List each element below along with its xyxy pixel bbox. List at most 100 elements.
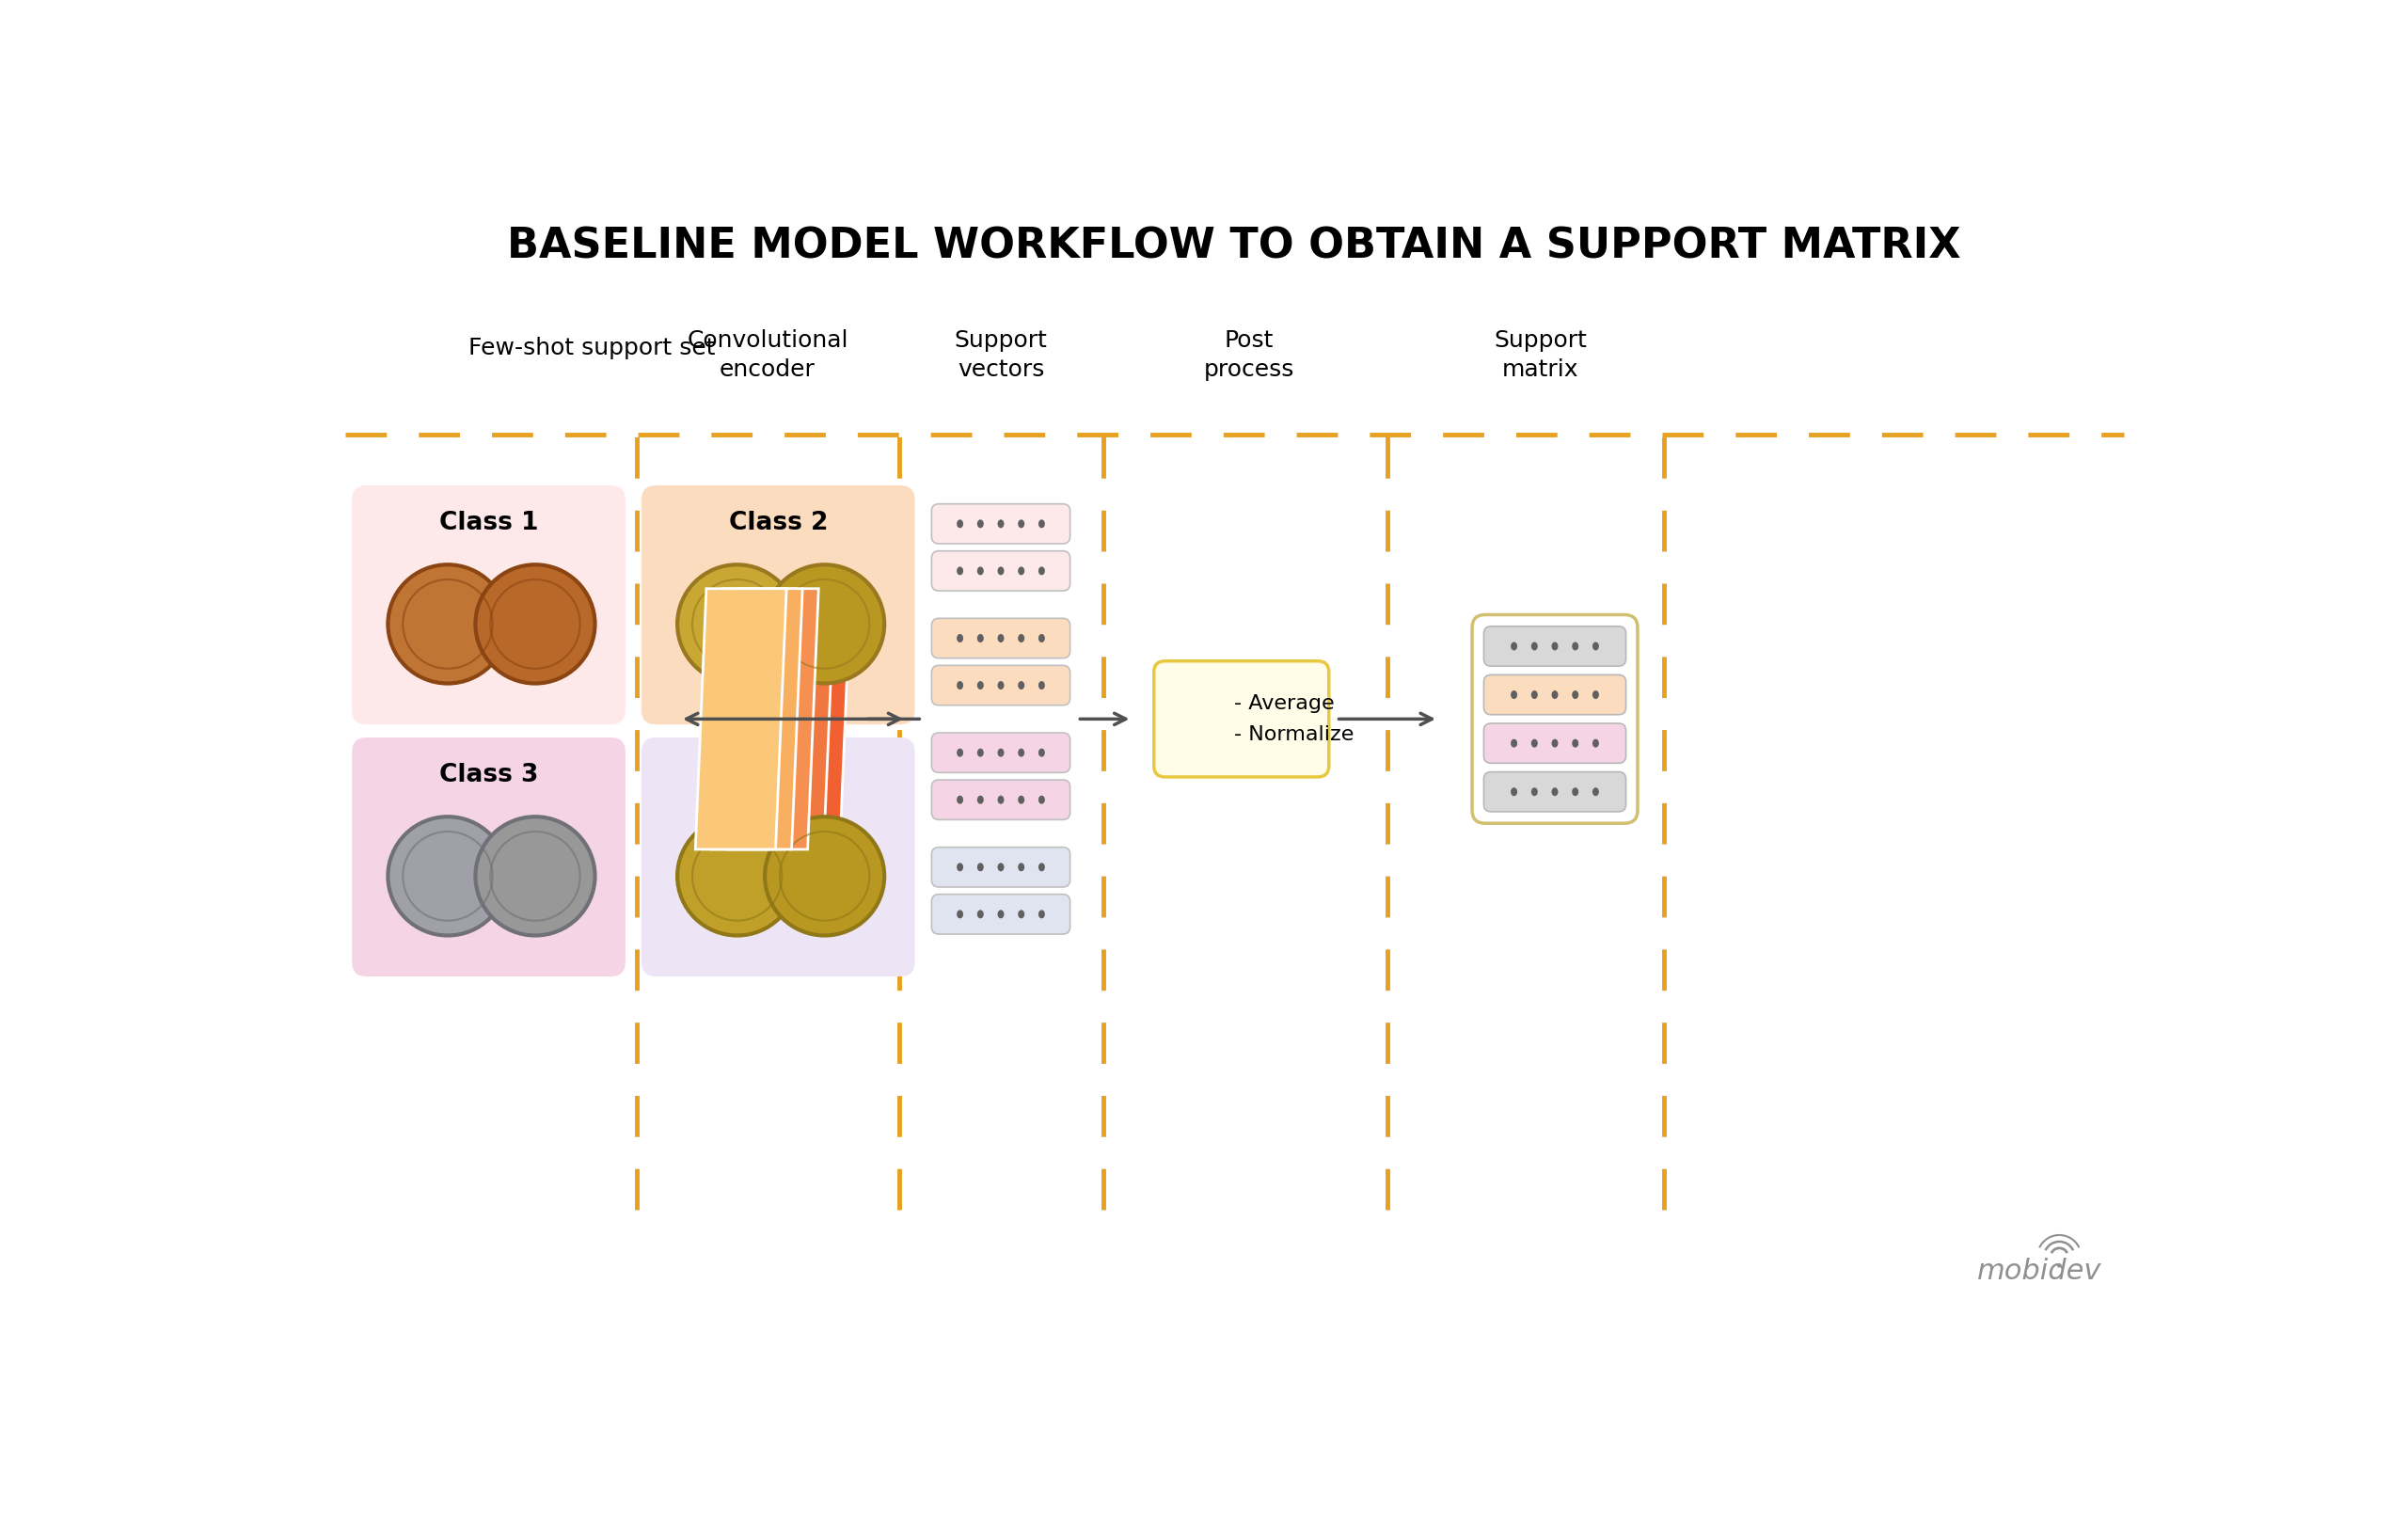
Ellipse shape — [1572, 642, 1580, 650]
FancyBboxPatch shape — [352, 486, 626, 724]
Ellipse shape — [956, 566, 963, 575]
Ellipse shape — [997, 796, 1004, 804]
Circle shape — [388, 817, 508, 936]
Circle shape — [677, 565, 797, 683]
FancyBboxPatch shape — [352, 738, 626, 977]
Ellipse shape — [1531, 642, 1539, 650]
Polygon shape — [696, 589, 787, 849]
Circle shape — [766, 817, 884, 936]
Text: BASELINE MODEL WORKFLOW TO OBTAIN A SUPPORT MATRIX: BASELINE MODEL WORKFLOW TO OBTAIN A SUPP… — [508, 227, 1960, 266]
FancyBboxPatch shape — [1153, 661, 1329, 776]
FancyBboxPatch shape — [932, 732, 1069, 773]
Ellipse shape — [1510, 787, 1517, 796]
Ellipse shape — [956, 519, 963, 528]
Ellipse shape — [1551, 642, 1558, 650]
Ellipse shape — [1592, 642, 1599, 650]
Ellipse shape — [1592, 787, 1599, 796]
Ellipse shape — [1019, 796, 1023, 804]
Ellipse shape — [1038, 749, 1045, 756]
Ellipse shape — [1038, 910, 1045, 918]
Ellipse shape — [956, 863, 963, 872]
Ellipse shape — [997, 910, 1004, 918]
Circle shape — [388, 565, 508, 683]
FancyBboxPatch shape — [932, 779, 1069, 820]
Text: Class 2: Class 2 — [730, 511, 828, 536]
Ellipse shape — [1592, 691, 1599, 699]
Circle shape — [766, 565, 884, 683]
Text: - Average
- Normalize: - Average - Normalize — [1235, 694, 1353, 744]
Text: Support
vectors: Support vectors — [954, 329, 1047, 380]
FancyBboxPatch shape — [1483, 626, 1625, 667]
Ellipse shape — [956, 910, 963, 918]
Ellipse shape — [956, 749, 963, 756]
FancyBboxPatch shape — [1483, 723, 1625, 763]
Ellipse shape — [1019, 635, 1023, 642]
Text: Class 4: Class 4 — [730, 763, 828, 787]
Circle shape — [474, 565, 595, 683]
Ellipse shape — [1019, 519, 1023, 528]
Circle shape — [474, 817, 595, 936]
Ellipse shape — [997, 680, 1004, 689]
FancyBboxPatch shape — [932, 618, 1069, 658]
Ellipse shape — [1038, 566, 1045, 575]
Ellipse shape — [1572, 691, 1580, 699]
Ellipse shape — [978, 749, 985, 756]
Ellipse shape — [1551, 787, 1558, 796]
Text: Class 3: Class 3 — [438, 763, 539, 787]
FancyBboxPatch shape — [932, 895, 1069, 935]
Ellipse shape — [1510, 691, 1517, 699]
Ellipse shape — [978, 635, 985, 642]
Ellipse shape — [1572, 787, 1580, 796]
Text: Convolutional
encoder: Convolutional encoder — [686, 329, 848, 380]
Ellipse shape — [1038, 680, 1045, 689]
Ellipse shape — [1592, 740, 1599, 747]
FancyBboxPatch shape — [641, 738, 915, 977]
Ellipse shape — [956, 680, 963, 689]
Text: Class 1: Class 1 — [438, 511, 539, 536]
Polygon shape — [710, 589, 802, 849]
Ellipse shape — [1019, 910, 1023, 918]
Text: mobidev: mobidev — [1977, 1257, 2102, 1285]
FancyBboxPatch shape — [641, 486, 915, 724]
Polygon shape — [759, 589, 850, 849]
Ellipse shape — [1019, 863, 1023, 872]
Ellipse shape — [1531, 787, 1539, 796]
FancyBboxPatch shape — [932, 504, 1069, 543]
Circle shape — [2056, 1263, 2061, 1268]
Ellipse shape — [978, 519, 985, 528]
Text: Few-shot support set: Few-shot support set — [470, 336, 715, 359]
Circle shape — [677, 817, 797, 936]
Ellipse shape — [978, 796, 985, 804]
Ellipse shape — [1510, 642, 1517, 650]
Ellipse shape — [1531, 740, 1539, 747]
Ellipse shape — [1572, 740, 1580, 747]
Ellipse shape — [1038, 796, 1045, 804]
FancyBboxPatch shape — [932, 665, 1069, 705]
Ellipse shape — [978, 863, 985, 872]
Text: Post
process: Post process — [1204, 329, 1293, 380]
Ellipse shape — [978, 680, 985, 689]
Ellipse shape — [978, 910, 985, 918]
Ellipse shape — [956, 635, 963, 642]
Ellipse shape — [1019, 749, 1023, 756]
Ellipse shape — [997, 566, 1004, 575]
Ellipse shape — [1510, 740, 1517, 747]
Ellipse shape — [1551, 691, 1558, 699]
Polygon shape — [744, 589, 836, 849]
Ellipse shape — [978, 566, 985, 575]
Ellipse shape — [997, 749, 1004, 756]
Ellipse shape — [997, 635, 1004, 642]
FancyBboxPatch shape — [1483, 674, 1625, 715]
Polygon shape — [727, 589, 819, 849]
Ellipse shape — [1019, 680, 1023, 689]
FancyBboxPatch shape — [932, 551, 1069, 591]
Ellipse shape — [997, 519, 1004, 528]
Ellipse shape — [997, 863, 1004, 872]
Ellipse shape — [1038, 863, 1045, 872]
Ellipse shape — [956, 796, 963, 804]
FancyBboxPatch shape — [932, 848, 1069, 887]
FancyBboxPatch shape — [1483, 772, 1625, 811]
Ellipse shape — [1038, 635, 1045, 642]
Ellipse shape — [1551, 740, 1558, 747]
Text: Support
matrix: Support matrix — [1493, 329, 1587, 380]
